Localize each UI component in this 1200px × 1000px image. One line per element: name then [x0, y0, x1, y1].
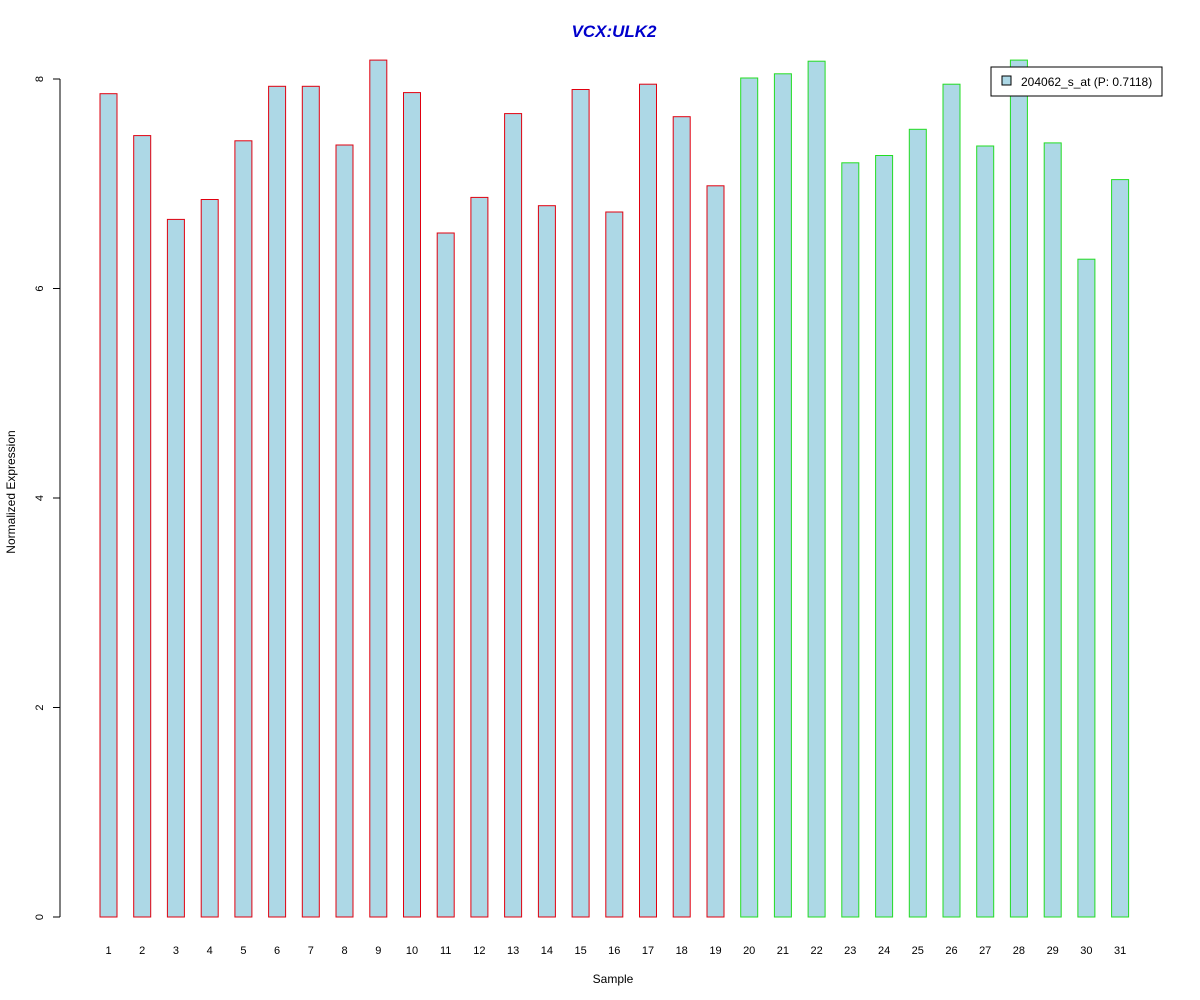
x-tick-label: 15	[574, 945, 586, 957]
x-tick-label: 4	[207, 945, 213, 957]
x-tick-label: 28	[1013, 945, 1025, 957]
x-tick-label: 23	[844, 945, 856, 957]
bar-sample-20	[740, 77, 759, 918]
legend-swatch	[1001, 75, 1012, 86]
bar-sample-15	[571, 89, 590, 918]
x-tick-label: 12	[473, 945, 485, 957]
x-tick-label: 31	[1114, 945, 1126, 957]
x-tick-label: 14	[541, 945, 553, 957]
legend-box	[990, 66, 1163, 97]
x-tick-label: 11	[440, 945, 451, 957]
bar-sample-6	[268, 85, 287, 918]
x-tick-label: 9	[375, 945, 381, 957]
bar-sample-14	[537, 205, 556, 918]
bar-sample-23	[841, 162, 860, 918]
bar-sample-13	[504, 113, 523, 918]
bar-sample-17	[639, 83, 657, 918]
bar-sample-8	[335, 144, 354, 918]
x-tick-label: 20	[743, 945, 755, 957]
bar-sample-18	[672, 116, 691, 918]
x-tick-label: 25	[912, 945, 924, 957]
bar-sample-4	[200, 199, 219, 918]
bar-sample-26	[942, 83, 961, 918]
x-tick-label: 19	[709, 945, 721, 957]
bar-sample-31	[1111, 179, 1130, 918]
x-tick-label: 8	[341, 945, 347, 957]
x-tick-label: 6	[274, 945, 280, 957]
bar-sample-24	[875, 155, 894, 918]
bar-sample-30	[1077, 258, 1096, 918]
bar-sample-7	[301, 85, 320, 918]
bar-sample-27	[976, 145, 995, 918]
bar-sample-9	[369, 59, 388, 918]
x-tick-label: 29	[1047, 945, 1059, 957]
x-tick-label: 24	[878, 945, 890, 957]
x-tick-label: 10	[406, 945, 418, 957]
x-tick-label: 21	[777, 945, 789, 957]
legend: 204062_s_at (P: 0.7118)	[990, 66, 1163, 97]
bar-sample-11	[436, 232, 455, 918]
x-tick-label: 2	[139, 945, 145, 957]
y-tick-label: 8	[34, 76, 46, 82]
y-axis: 0 2 4 6 8	[34, 76, 61, 920]
bar-sample-3	[166, 218, 185, 918]
bar-sample-5	[234, 140, 253, 918]
bar-sample-1	[99, 93, 118, 918]
bars	[99, 59, 1130, 918]
bar-sample-29	[1043, 142, 1062, 918]
bar-sample-25	[908, 128, 927, 918]
x-tick-label: 16	[608, 945, 620, 957]
y-tick-label: 4	[34, 495, 46, 501]
x-tick-label: 7	[308, 945, 314, 957]
x-tick-label: 26	[945, 945, 957, 957]
x-tick-label: 1	[105, 945, 111, 957]
y-tick-label: 0	[34, 914, 46, 920]
y-tick-label: 2	[34, 704, 46, 710]
bar-sample-28	[1009, 59, 1028, 918]
x-axis-label: Sample	[593, 972, 634, 986]
x-tick-label: 3	[173, 945, 179, 957]
y-tick-label: 6	[34, 285, 46, 291]
x-axis-tick-labels: 1 2 3 4 5 6 7 8 9 10 11 12 13 14 15 16 17 18 19 20 21 22 23 24 2…	[105, 945, 1126, 957]
chart-title: VCX:ULK2	[571, 22, 657, 41]
x-tick-label: 5	[240, 945, 246, 957]
bar-sample-2	[133, 135, 152, 918]
bar-sample-22	[807, 60, 826, 918]
x-tick-label: 22	[810, 945, 822, 957]
x-tick-label: 27	[979, 945, 991, 957]
x-tick-label: 30	[1080, 945, 1092, 957]
bar-sample-19	[706, 185, 725, 918]
bar-sample-16	[605, 211, 624, 918]
bar-sample-21	[773, 73, 792, 918]
x-tick-label: 13	[507, 945, 519, 957]
x-tick-label: 17	[642, 945, 654, 957]
x-tick-label: 18	[676, 945, 688, 957]
y-axis-label: Normalized Expression	[4, 430, 18, 553]
bar-sample-12	[470, 196, 489, 918]
bar-sample-10	[403, 92, 421, 918]
legend-label: 204062_s_at (P: 0.7118)	[1021, 75, 1152, 89]
